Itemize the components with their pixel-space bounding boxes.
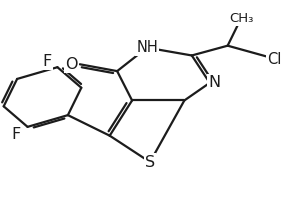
Text: O: O	[65, 57, 78, 72]
Text: CH₃: CH₃	[229, 12, 253, 25]
Text: Cl: Cl	[267, 52, 281, 67]
Text: S: S	[145, 155, 155, 170]
Text: F: F	[12, 127, 21, 142]
Text: NH: NH	[136, 40, 158, 55]
Text: F: F	[42, 54, 52, 69]
Text: N: N	[208, 75, 220, 90]
